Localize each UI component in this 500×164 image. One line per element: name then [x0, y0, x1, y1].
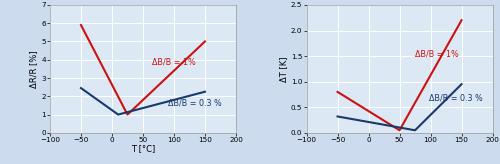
Y-axis label: ΔT [K]: ΔT [K] [279, 56, 288, 82]
Text: ΔB/B = 0.3 %: ΔB/B = 0.3 % [430, 93, 483, 102]
Text: ΔB/B = 1%: ΔB/B = 1% [415, 49, 459, 58]
X-axis label: T [°C]: T [°C] [131, 144, 155, 153]
Text: ΔB/B = 1%: ΔB/B = 1% [152, 58, 196, 67]
Y-axis label: ΔR/R [%]: ΔR/R [%] [30, 50, 38, 88]
Text: ΔB/B = 0.3 %: ΔB/B = 0.3 % [168, 98, 222, 107]
